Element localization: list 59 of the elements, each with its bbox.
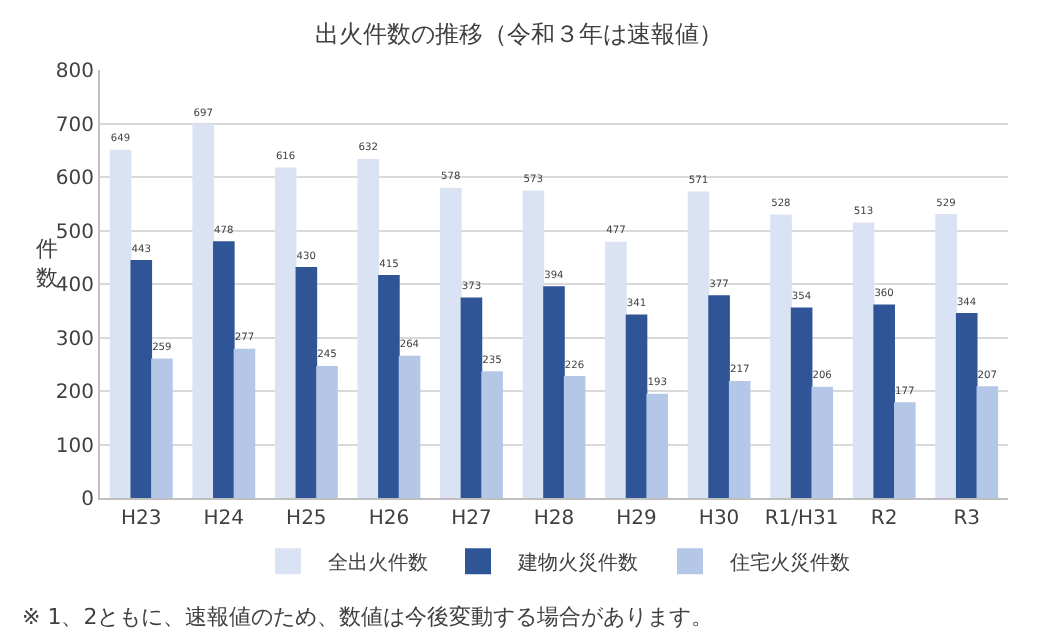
bar <box>151 358 173 498</box>
x-tick-label: R3 <box>953 508 981 530</box>
bar <box>687 191 710 498</box>
text: ※ 1、2ともに、速報値のため、数値は今後変動する場合があります。 <box>22 604 714 630</box>
bar <box>646 393 668 498</box>
x-tick-label: H23 <box>121 508 162 530</box>
bar <box>130 260 153 498</box>
x-tick-label: H29 <box>616 508 657 530</box>
y-tick-label: 500 <box>55 221 94 244</box>
bar <box>295 266 318 498</box>
y-tick-label: 700 <box>55 114 94 137</box>
bar <box>728 380 751 498</box>
chart-title: 出火件数の推移（令和３年は速報値） <box>315 20 723 49</box>
bar <box>976 386 999 498</box>
bar <box>605 241 627 498</box>
x-tick-label: H28 <box>533 508 575 530</box>
bar <box>873 304 895 498</box>
legend-label: 建物火災件数 <box>516 551 638 576</box>
x-tick-label: H27 <box>451 508 492 530</box>
bar <box>790 307 813 498</box>
bar <box>481 371 503 498</box>
y-tick-label: 0 <box>81 489 94 511</box>
y-tick-label: 300 <box>55 328 94 351</box>
legend-label: 住宅火災件数 <box>730 551 850 576</box>
legend-label: 全出火件数 <box>328 551 428 576</box>
x-tick-label: H30 <box>698 508 740 530</box>
bar <box>274 167 297 498</box>
x-tick-label: R2 <box>870 508 898 530</box>
bar <box>109 149 132 498</box>
x-tick-label: H26 <box>368 508 410 530</box>
x-tick-label: H25 <box>286 508 327 530</box>
y-tick-label: 800 <box>55 61 94 83</box>
bar <box>357 158 380 498</box>
bar <box>378 274 400 498</box>
bar <box>543 286 565 498</box>
y-tick-label: 200 <box>55 382 94 404</box>
y-tick-label: 600 <box>55 168 94 190</box>
bar <box>233 348 256 498</box>
bar <box>770 214 792 498</box>
bar <box>852 222 875 498</box>
bar <box>894 402 916 498</box>
bar <box>398 355 421 498</box>
bar <box>708 295 730 498</box>
x-tick-label: H24 <box>203 508 245 530</box>
bar <box>563 376 586 498</box>
bar <box>625 314 648 498</box>
bar <box>192 124 214 498</box>
bar <box>213 241 235 498</box>
bar <box>440 187 462 498</box>
bar <box>316 365 338 498</box>
y-tick-label: 400 <box>55 275 94 297</box>
bar <box>522 190 545 498</box>
bar <box>811 386 834 498</box>
bar <box>935 213 957 498</box>
x-tick-label: R1/H31 <box>764 508 839 530</box>
bar <box>460 297 483 498</box>
y-tick-label: 100 <box>55 435 94 458</box>
y-axis-title: 件数 <box>36 236 58 291</box>
bar <box>955 312 978 498</box>
